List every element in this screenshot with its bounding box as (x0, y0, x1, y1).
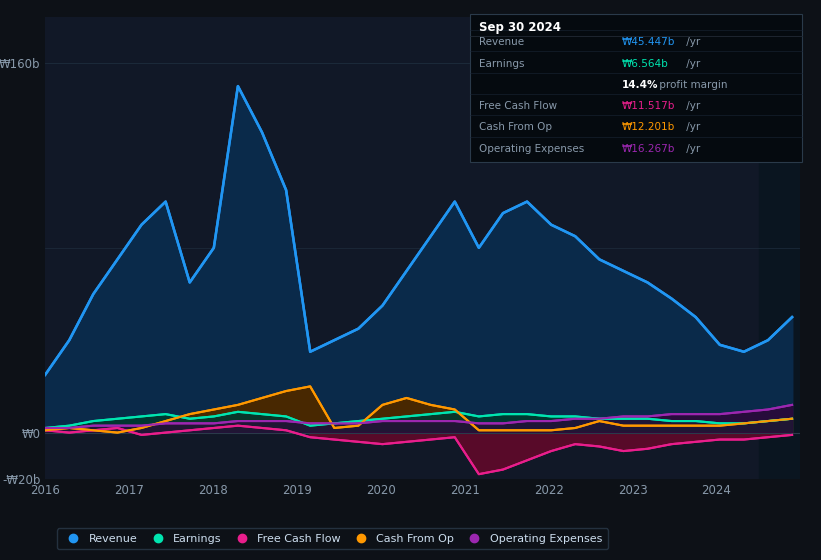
Text: /yr: /yr (683, 59, 700, 69)
Text: Sep 30 2024: Sep 30 2024 (479, 21, 562, 34)
Text: Free Cash Flow: Free Cash Flow (479, 101, 557, 111)
Bar (759, 17, 821, 479)
Text: Revenue: Revenue (479, 38, 525, 48)
Text: ₩12.201b: ₩12.201b (621, 123, 675, 133)
Text: ₩6.564b: ₩6.564b (621, 59, 668, 69)
Text: ₩11.517b: ₩11.517b (621, 101, 675, 111)
Text: /yr: /yr (683, 38, 700, 48)
Legend: Revenue, Earnings, Free Cash Flow, Cash From Op, Operating Expenses: Revenue, Earnings, Free Cash Flow, Cash … (57, 529, 608, 549)
Text: ₩16.267b: ₩16.267b (621, 144, 675, 154)
Text: /yr: /yr (683, 101, 700, 111)
Text: /yr: /yr (683, 123, 700, 133)
Text: /yr: /yr (683, 144, 700, 154)
Text: Operating Expenses: Operating Expenses (479, 144, 585, 154)
Text: Earnings: Earnings (479, 59, 525, 69)
Text: profit margin: profit margin (656, 80, 727, 90)
Text: Cash From Op: Cash From Op (479, 123, 553, 133)
Text: ₩45.447b: ₩45.447b (621, 38, 675, 48)
Text: 14.4%: 14.4% (621, 80, 658, 90)
